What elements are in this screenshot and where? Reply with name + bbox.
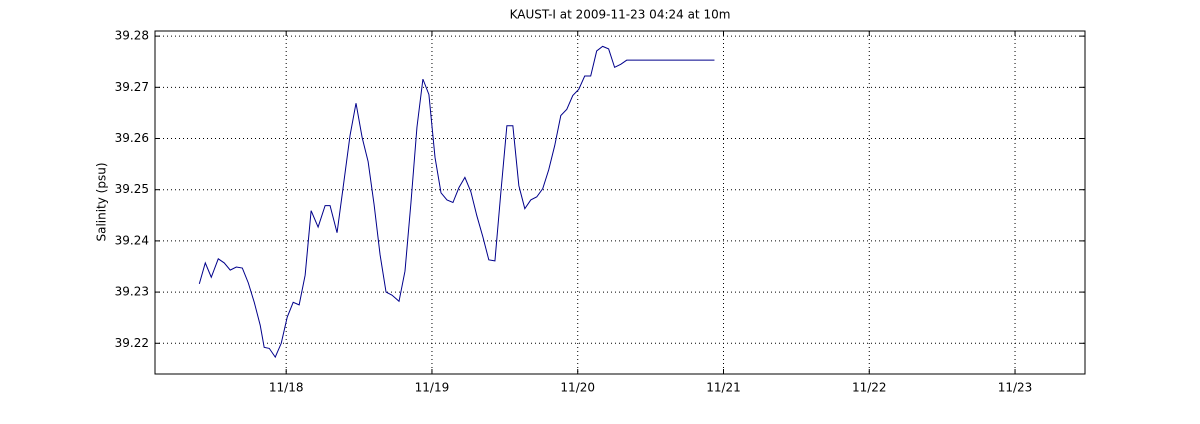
y-tick-label: 39.23	[115, 285, 149, 299]
x-tick-label: 11/18	[269, 381, 304, 395]
x-tick-label: 11/21	[706, 381, 741, 395]
x-tick-label: 11/23	[998, 381, 1033, 395]
y-tick-label: 39.25	[115, 182, 149, 196]
x-tick-label: 11/22	[852, 381, 887, 395]
x-tick-label: 11/19	[415, 381, 450, 395]
y-tick-label: 39.22	[115, 336, 149, 350]
y-tick-label: 39.26	[115, 131, 149, 145]
x-tick-label: 11/20	[560, 381, 595, 395]
y-tick-label: 39.27	[115, 80, 149, 94]
y-tick-label: 39.28	[115, 29, 149, 43]
plot-frame	[154, 30, 1086, 375]
y-tick-label: 39.24	[115, 233, 149, 247]
y-axis-label: Salinity (psu)	[95, 162, 109, 241]
data-line	[198, 45, 715, 359]
chart-title: KAUST-I at 2009-11-23 04:24 at 10m	[510, 8, 731, 22]
